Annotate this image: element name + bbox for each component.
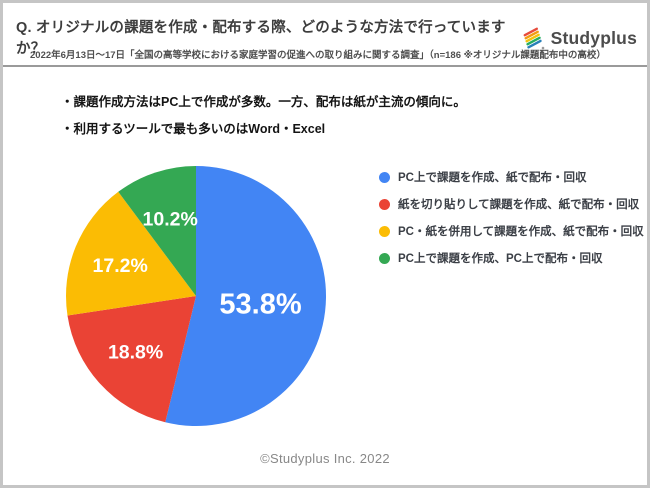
pie-slice-value-label: 18.8% xyxy=(108,341,163,363)
question-title: Q. オリジナルの課題を作成・配布する際、どのような方法で行っていますか？ xyxy=(16,20,506,57)
studyplus-logo: Studyplus xyxy=(521,25,637,51)
insight-line-2: ・利用するツールで最も多いのはWord・Excel xyxy=(61,122,326,136)
survey-caption: 2022年6月13日～17日「全国の高等学校における家庭学習の促進への取り組みに… xyxy=(30,50,606,61)
pie-slice xyxy=(67,296,196,423)
header: Q. オリジナルの課題を作成・配布する際、どのような方法で行っていますか？ 20… xyxy=(3,3,647,67)
legend-color-dot xyxy=(379,171,390,183)
pie-slice-value-label: 10.2% xyxy=(143,208,198,230)
copyright-text: ©Studyplus Inc. 2022 xyxy=(260,451,390,466)
legend-item-label: PC上で課題を作成、PC上で配布・回収 xyxy=(398,253,603,265)
pie-slice xyxy=(165,166,327,427)
legend-color-dot xyxy=(379,225,390,237)
legend-color-dot xyxy=(379,252,390,264)
legend-item-label: 紙を切り貼りして課題を作成、紙で配布・回収 xyxy=(398,199,640,211)
legend-color-dot xyxy=(379,198,390,210)
insights-block: ・課題作成方法はPC上で作成が多数。一方、配布は紙が主流の傾向に。 ・利用するツ… xyxy=(61,89,466,143)
insight-line-1: ・課題作成方法はPC上で作成が多数。一方、配布は紙が主流の傾向に。 xyxy=(61,95,466,109)
pie-slice-value-label: 17.2% xyxy=(93,255,148,277)
pie-slice xyxy=(66,191,196,316)
studyplus-pencil-icon xyxy=(523,27,544,50)
chart-legend: PC上で課題を作成、紙で配布・回収紙を切り貼りして課題を作成、紙で配布・回収 PC… xyxy=(379,169,644,277)
legend-item: PC上で課題を作成、紙で配布・回収 xyxy=(379,169,644,185)
legend-item: PC上で課題を作成、PC上で配布・回収 xyxy=(379,250,644,266)
legend-item-label: PC上で課題を作成、紙で配布・回収 xyxy=(398,172,587,184)
pie-chart: 53.8% 18.8% 17.2% 10.2% xyxy=(60,160,332,432)
legend-item-label: PC・紙を併用して課題を作成、紙で配布・回収 xyxy=(398,226,644,238)
pie-slice-value-label: 53.8% xyxy=(219,289,301,321)
logo-wordmark: Studyplus xyxy=(550,27,637,48)
legend-item: PC・紙を併用して課題を作成、紙で配布・回収 xyxy=(379,223,644,239)
pie-chart-svg: 53.8% 18.8% 17.2% 10.2% xyxy=(66,166,327,427)
pie-slice xyxy=(118,166,196,296)
legend-item: 紙を切り貼りして課題を作成、紙で配布・回収 xyxy=(379,196,644,212)
